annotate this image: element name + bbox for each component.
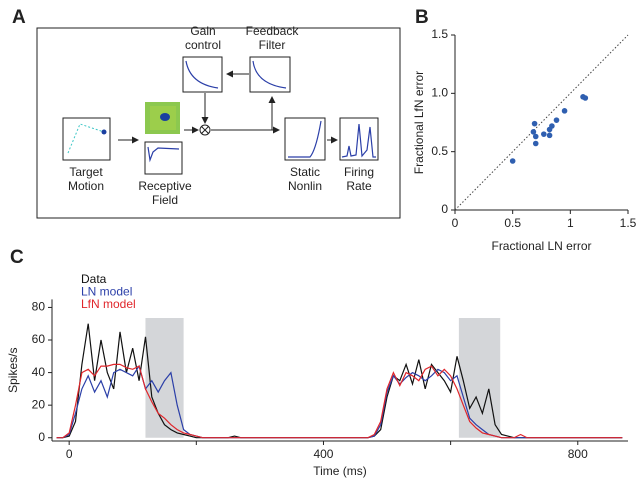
node-label: Nonlin bbox=[288, 179, 322, 193]
icon bbox=[288, 120, 322, 158]
legend-entry: LN model bbox=[81, 285, 132, 299]
y-tick-label: 1.0 bbox=[431, 86, 448, 100]
y-axis-label: Fractional LfN error bbox=[412, 71, 426, 174]
icon bbox=[252, 60, 287, 89]
x-tick-label: 0 bbox=[66, 447, 73, 461]
point bbox=[509, 158, 516, 164]
panel-label: C bbox=[10, 247, 24, 268]
node-label: control bbox=[185, 38, 221, 52]
point bbox=[532, 140, 539, 147]
node-box bbox=[182, 56, 223, 93]
diagram: A Target Motion Receptive Field Gain con… bbox=[12, 7, 401, 219]
series-line bbox=[56, 323, 623, 439]
node-label: Static bbox=[290, 165, 320, 179]
x-tick-label: 1.5 bbox=[620, 216, 637, 230]
x-tick-label: 400 bbox=[313, 447, 333, 461]
icon bbox=[101, 129, 107, 135]
point bbox=[531, 120, 538, 127]
node-label: Motion bbox=[68, 179, 104, 193]
point bbox=[561, 108, 568, 114]
x-tick-label: 0 bbox=[452, 216, 459, 230]
y-tick-label: 20 bbox=[32, 397, 46, 411]
node-box bbox=[284, 117, 326, 161]
node-label: Field bbox=[152, 193, 178, 207]
series-line bbox=[56, 364, 623, 439]
y-tick-label: 0 bbox=[441, 202, 448, 216]
node-label: Receptive bbox=[138, 179, 192, 193]
icon bbox=[67, 123, 105, 154]
x-tick-label: 800 bbox=[568, 447, 588, 461]
y-tick-label: 60 bbox=[32, 332, 46, 346]
icon bbox=[341, 123, 376, 158]
node-label: Firing bbox=[344, 165, 374, 179]
legend-entry: LfN model bbox=[81, 297, 136, 311]
y-tick-label: 80 bbox=[32, 300, 46, 314]
node-box bbox=[62, 117, 111, 161]
node-label: Rate bbox=[346, 179, 372, 193]
node-label: Target bbox=[69, 165, 103, 179]
icon bbox=[185, 60, 219, 89]
point bbox=[582, 95, 589, 101]
panel-label: A bbox=[12, 7, 26, 28]
multiplier bbox=[201, 126, 209, 134]
x-tick-label: 1 bbox=[567, 216, 574, 230]
x-axis-label: Fractional LN error bbox=[491, 239, 591, 253]
node-label: Gain bbox=[190, 24, 215, 38]
node-label: Filter bbox=[259, 38, 286, 52]
diagram-frame bbox=[36, 27, 401, 219]
x-tick-label: 0.5 bbox=[504, 216, 521, 230]
panel-label: B bbox=[415, 7, 429, 28]
shaded-region bbox=[145, 318, 184, 438]
node-box bbox=[249, 56, 291, 93]
x-axis-label: Time (ms) bbox=[313, 464, 367, 478]
y-tick-label: 0 bbox=[38, 430, 45, 444]
node-label: Feedback bbox=[246, 24, 300, 38]
point bbox=[532, 133, 539, 140]
point bbox=[546, 132, 553, 139]
y-tick-label: 40 bbox=[32, 365, 46, 379]
rf-image bbox=[160, 113, 170, 121]
legend-entry: Data bbox=[81, 272, 107, 286]
y-axis-label: Spikes/s bbox=[6, 348, 20, 393]
series-line bbox=[56, 363, 623, 439]
icon bbox=[147, 146, 180, 163]
identity-line bbox=[454, 34, 629, 211]
point bbox=[549, 123, 555, 129]
charts: B 0 0.5 1.0 1.5 0 0.5 1 1.5 Fractional LN error Fr… bbox=[6, 7, 636, 478]
y-tick-label: 1.5 bbox=[431, 27, 448, 41]
y-tick-label: 0.5 bbox=[431, 144, 448, 158]
point bbox=[530, 129, 537, 135]
point bbox=[541, 131, 547, 137]
point bbox=[553, 117, 560, 123]
